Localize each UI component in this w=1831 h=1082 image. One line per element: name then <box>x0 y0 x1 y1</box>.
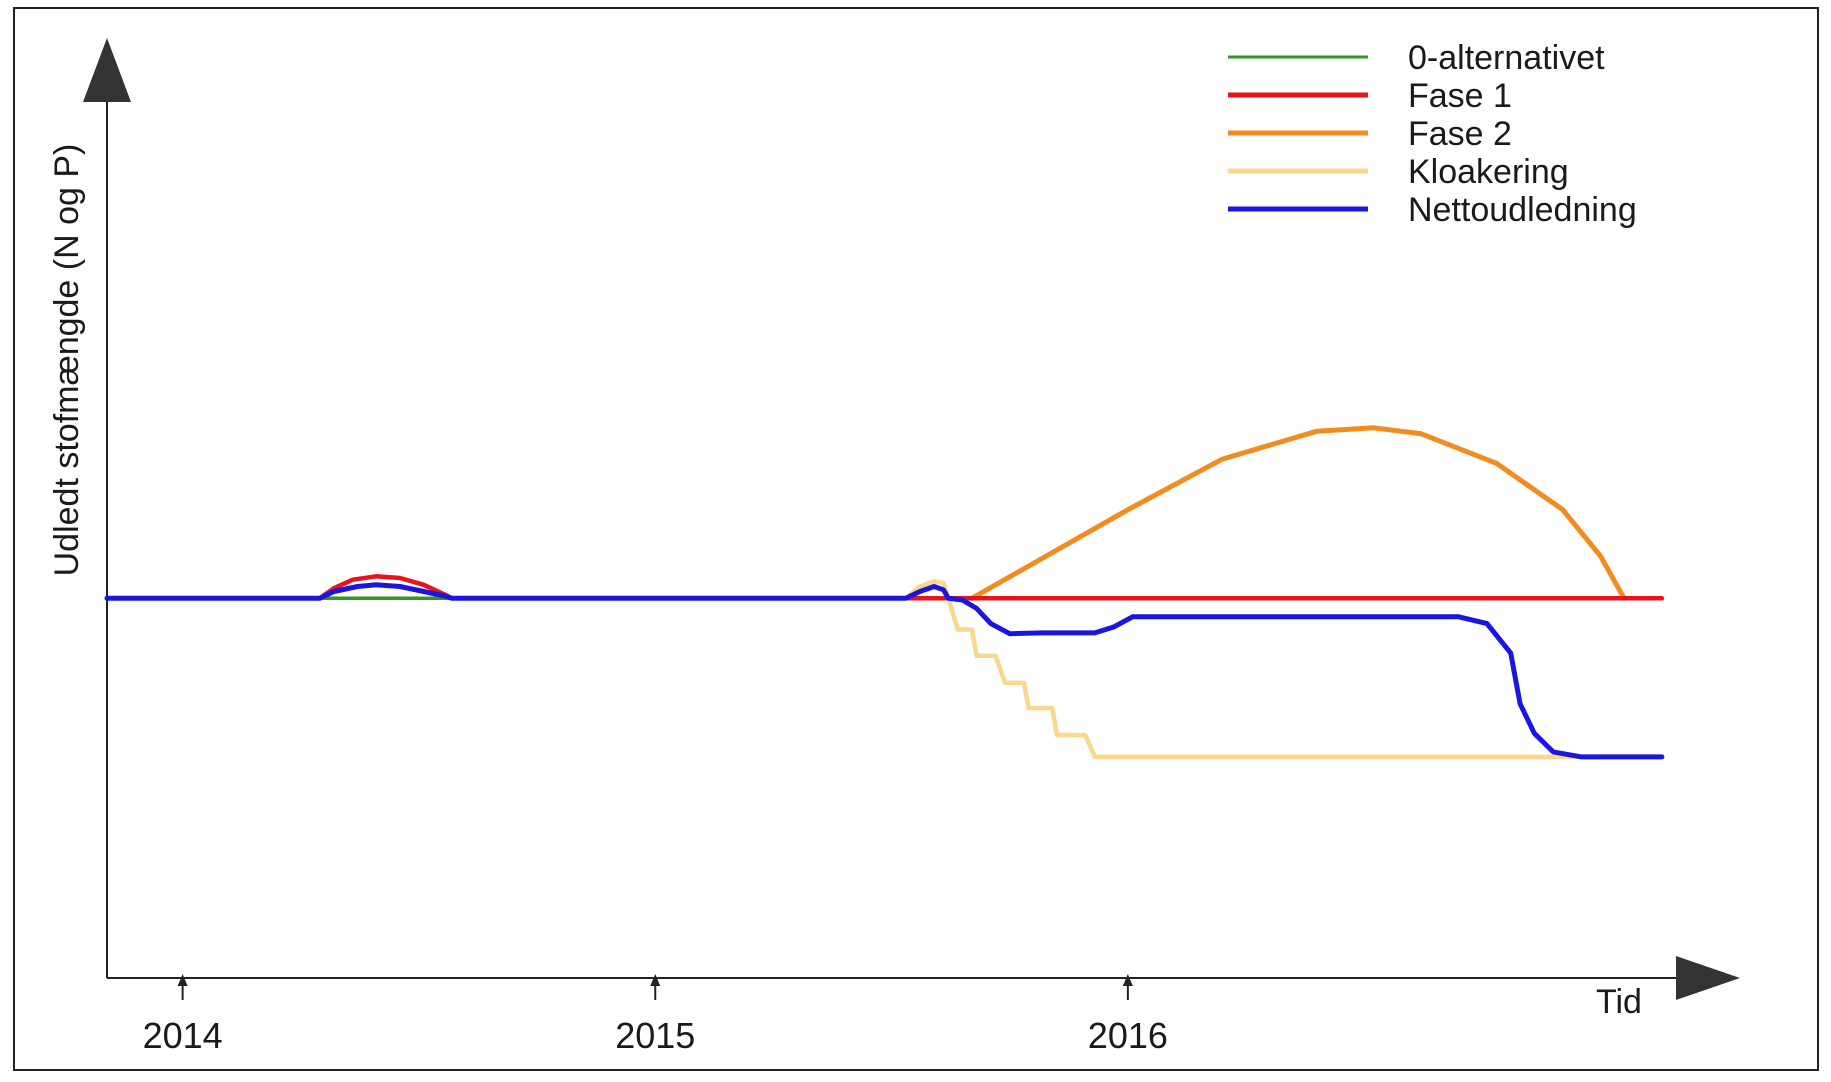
legend-item-kloakering: Kloakering <box>1228 153 1569 191</box>
x-tick-arrow-icon <box>1122 974 1133 986</box>
legend-label: 0-alternativet <box>1408 39 1605 77</box>
x-axis-arrow-icon <box>1676 956 1740 1000</box>
x-ticks: 2014 2015 2016 <box>143 974 1168 1056</box>
legend-label: Kloakering <box>1408 153 1569 191</box>
y-axis-arrow-icon <box>83 38 131 102</box>
x-tick-2015: 2015 <box>615 974 695 1056</box>
x-tick-2014: 2014 <box>143 974 223 1056</box>
chart-frame <box>13 7 1819 1071</box>
x-axis-label: Tid <box>1596 983 1642 1021</box>
series-line-fase-1 <box>104 574 1665 601</box>
x-tick-arrow-icon <box>177 974 188 986</box>
series-layer <box>104 425 1665 760</box>
legend-item-fase-1: Fase 1 <box>1228 77 1512 115</box>
x-tick-label: 2016 <box>1088 1015 1168 1056</box>
legend-label: Fase 1 <box>1408 77 1512 115</box>
legend-item-fase-2: Fase 2 <box>1228 115 1512 153</box>
series-line-nettoudledning <box>104 582 1665 760</box>
x-tick-label: 2014 <box>143 1015 223 1056</box>
legend-item-nettoudledning: Nettoudledning <box>1228 191 1637 229</box>
legend-label: Nettoudledning <box>1408 191 1637 229</box>
x-tick-arrow-icon <box>650 974 661 986</box>
axes <box>83 38 1740 1000</box>
legend-item-0-alternativet: 0-alternativet <box>1228 39 1605 77</box>
legend-label: Fase 2 <box>1408 115 1512 153</box>
series-line-kloakering <box>903 579 1603 760</box>
series-line-fase-2 <box>969 425 1627 601</box>
x-tick-label: 2015 <box>615 1015 695 1056</box>
x-tick-2016: 2016 <box>1088 974 1168 1056</box>
y-axis-label: Udledt stofmængde (N og P) <box>48 144 86 577</box>
